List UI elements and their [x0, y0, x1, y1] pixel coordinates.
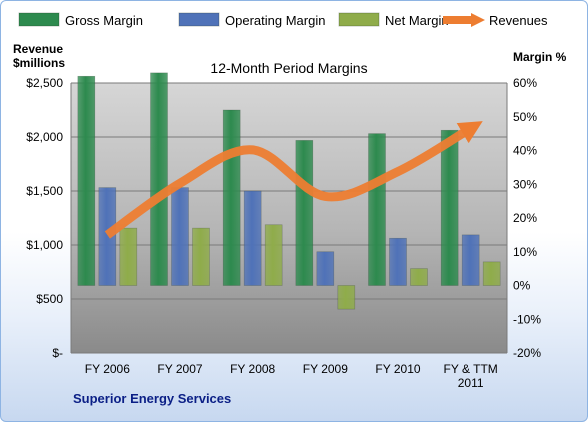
right-tick-label: 50% — [513, 110, 537, 124]
bar-net-margin — [482, 261, 501, 286]
bar-operating-margin — [243, 190, 262, 286]
legend-label: Gross Margin — [65, 13, 143, 28]
chart-title: 12-Month Period Margins — [210, 60, 367, 76]
left-axis-title: $millions — [13, 56, 65, 70]
legend-swatch-arrow — [471, 13, 485, 27]
left-tick-label: $2,000 — [26, 130, 63, 144]
bar-operating-margin — [98, 187, 117, 286]
left-axis-title: Revenue — [13, 42, 63, 56]
bar-net-margin — [410, 268, 428, 286]
right-tick-label: 40% — [513, 144, 537, 158]
bar-gross-margin — [368, 133, 386, 286]
left-tick-label: $500 — [36, 292, 63, 306]
right-tick-label: 60% — [513, 76, 537, 90]
category-label: 2011 — [458, 376, 484, 390]
revenues-line — [104, 121, 483, 239]
bar-gross-margin — [150, 72, 168, 286]
bar-operating-margin — [316, 251, 335, 286]
right-axis-title: Margin % — [513, 50, 567, 64]
bar-operating-margin — [389, 237, 407, 286]
right-tick-label: 30% — [513, 177, 537, 191]
company-name: Superior Energy Services — [73, 391, 231, 406]
category-label: FY 2008 — [230, 362, 275, 376]
bar-gross-margin — [222, 109, 241, 286]
category-label: FY & TTM — [444, 362, 498, 376]
category-label: FY 2009 — [303, 362, 348, 376]
right-tick-label: 20% — [513, 211, 537, 225]
category-label: FY 2007 — [157, 362, 202, 376]
plot-area — [71, 83, 507, 353]
left-tick-label: $- — [52, 346, 63, 360]
category-label: FY 2006 — [85, 362, 130, 376]
left-tick-label: $1,000 — [26, 238, 63, 252]
bar-gross-margin — [440, 129, 459, 286]
bar-net-margin — [264, 224, 283, 286]
legend-swatch — [338, 12, 380, 27]
bar-operating-margin — [171, 187, 189, 286]
legend-label: Operating Margin — [225, 13, 325, 28]
legend-label: Revenues — [489, 13, 548, 28]
bar-net-margin — [119, 227, 138, 286]
right-tick-label: -10% — [513, 312, 541, 326]
bar-operating-margin — [461, 234, 480, 286]
left-tick-label: $1,500 — [26, 184, 63, 198]
legend-label: Net Margin — [385, 13, 449, 28]
category-label: FY 2010 — [375, 362, 420, 376]
legend-swatch — [18, 12, 60, 27]
bar-gross-margin — [295, 140, 314, 286]
right-tick-label: 10% — [513, 245, 537, 259]
legend-swatch — [178, 12, 220, 27]
bar-net-margin — [337, 285, 356, 310]
left-tick-label: $2,500 — [26, 76, 63, 90]
right-tick-label: 0% — [513, 279, 531, 293]
bar-net-margin — [192, 227, 210, 286]
right-tick-label: -20% — [513, 346, 541, 360]
bar-gross-margin — [77, 75, 96, 286]
